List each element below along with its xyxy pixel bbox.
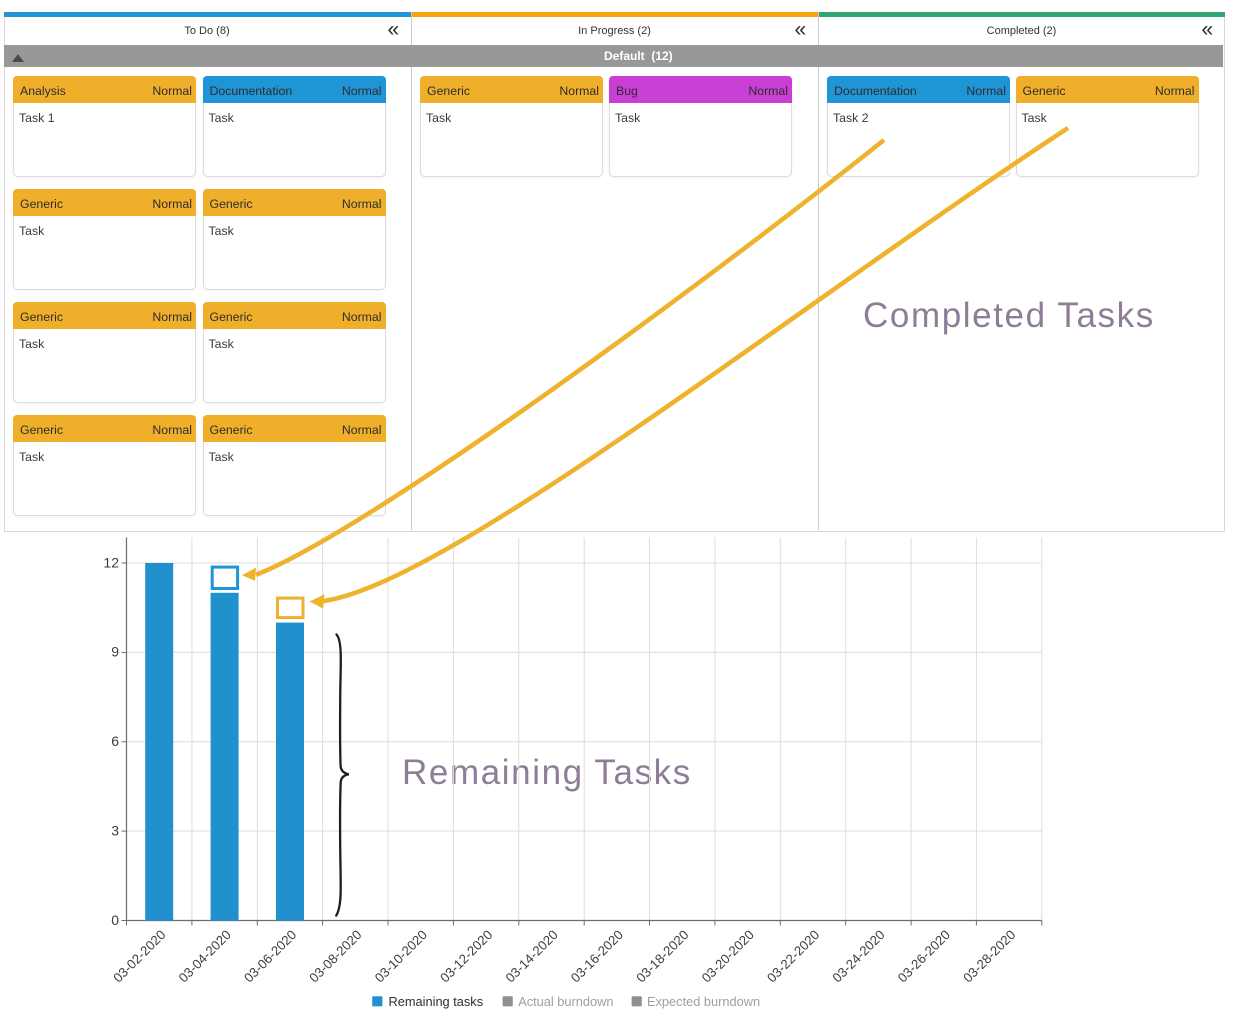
svg-text:03-22-2020: 03-22-2020 bbox=[764, 927, 822, 985]
svg-text:03-18-2020: 03-18-2020 bbox=[633, 927, 691, 985]
svg-text:03-06-2020: 03-06-2020 bbox=[241, 927, 299, 985]
svg-text:03-20-2020: 03-20-2020 bbox=[699, 927, 757, 985]
svg-text:12: 12 bbox=[103, 554, 119, 570]
svg-text:03-28-2020: 03-28-2020 bbox=[960, 927, 1018, 985]
svg-text:9: 9 bbox=[111, 644, 119, 660]
svg-text:3: 3 bbox=[111, 822, 119, 838]
svg-text:03-14-2020: 03-14-2020 bbox=[503, 927, 561, 985]
svg-text:03-04-2020: 03-04-2020 bbox=[176, 927, 234, 985]
svg-text:Expected burndown: Expected burndown bbox=[647, 994, 760, 1009]
svg-text:03-26-2020: 03-26-2020 bbox=[895, 927, 953, 985]
svg-text:Remaining tasks: Remaining tasks bbox=[389, 994, 484, 1009]
svg-text:03-24-2020: 03-24-2020 bbox=[829, 927, 887, 985]
svg-text:6: 6 bbox=[111, 733, 119, 749]
svg-text:03-12-2020: 03-12-2020 bbox=[437, 927, 495, 985]
svg-text:03-10-2020: 03-10-2020 bbox=[372, 927, 430, 985]
svg-text:03-16-2020: 03-16-2020 bbox=[568, 927, 626, 985]
svg-text:Actual burndown: Actual burndown bbox=[518, 994, 613, 1009]
svg-text:0: 0 bbox=[111, 912, 119, 928]
svg-text:03-08-2020: 03-08-2020 bbox=[306, 927, 364, 985]
svg-text:03-02-2020: 03-02-2020 bbox=[110, 927, 168, 985]
